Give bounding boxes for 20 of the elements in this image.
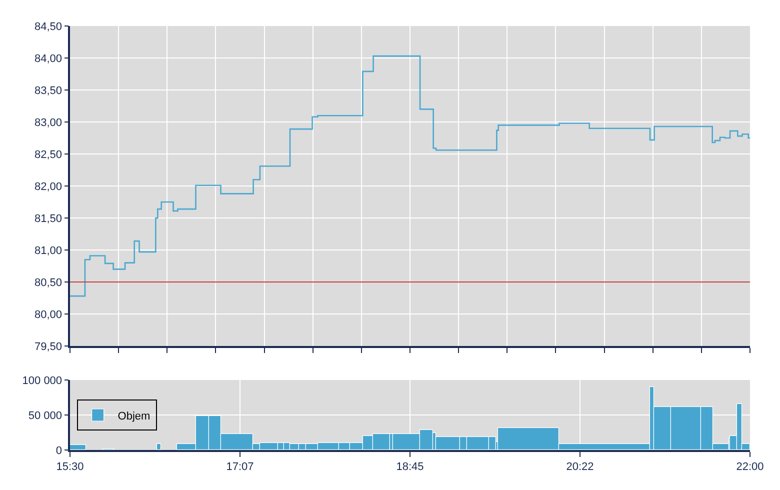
y-tick-label: 83,50 (34, 84, 62, 97)
x-tick-label: 15:30 (56, 460, 84, 473)
y-tick-label: 83,00 (34, 116, 62, 129)
x-tick-label: 22:00 (736, 460, 764, 473)
y-tick-label: 82,50 (34, 148, 62, 161)
y-tick-label: 80,00 (34, 308, 62, 321)
y-tick-label: 0 (56, 444, 62, 457)
y-tick-label: 81,00 (34, 244, 62, 257)
legend-label: Objem (118, 410, 150, 422)
y-tick-label: 100 000 (22, 374, 62, 387)
y-tick-label: 82,00 (34, 180, 62, 193)
x-tick-label: 20:22 (566, 460, 594, 473)
x-tick-label: 17:07 (226, 460, 254, 473)
y-tick-label: 80,50 (34, 276, 62, 289)
y-tick-label: 84,00 (34, 52, 62, 65)
y-tick-label: 79,50 (34, 340, 62, 353)
y-tick-label: 81,50 (34, 212, 62, 225)
y-tick-label: 84,50 (34, 20, 62, 33)
y-tick-label: 50 000 (28, 410, 62, 422)
x-tick-label: 18:45 (396, 460, 424, 473)
